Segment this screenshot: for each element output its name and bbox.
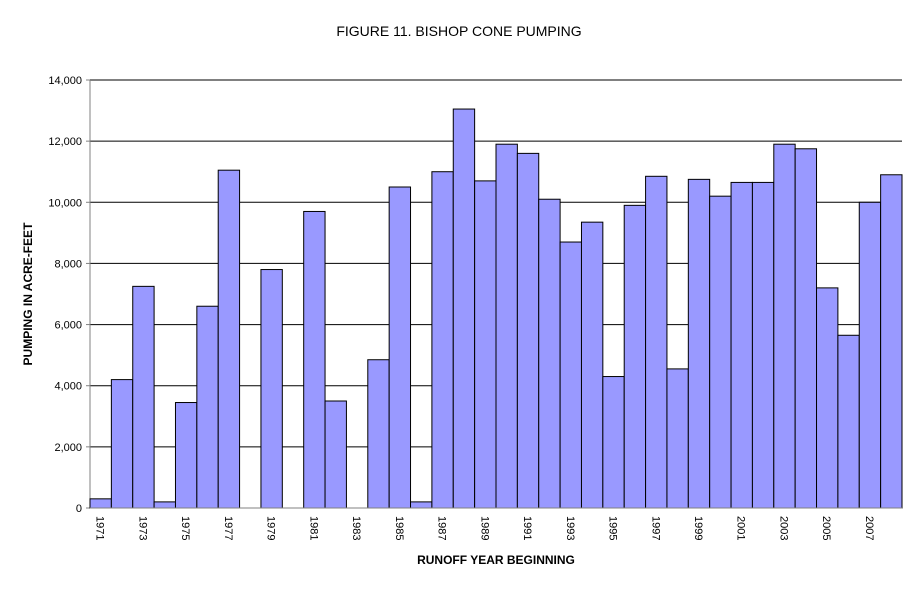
x-tick-label: 1997	[649, 516, 661, 540]
y-tick-label: 8,000	[54, 258, 82, 270]
y-tick-label: 4,000	[54, 381, 82, 393]
y-tick-label: 0	[76, 503, 82, 515]
bar	[132, 285, 155, 509]
x-tick-label: 1971	[94, 516, 106, 540]
bar	[324, 400, 347, 509]
bar	[474, 180, 497, 509]
y-tick-label: 12,000	[48, 136, 82, 148]
bar	[645, 175, 668, 509]
y-tick-label: 2,000	[54, 442, 82, 454]
bar	[153, 501, 176, 509]
bar	[410, 501, 433, 509]
bar	[858, 201, 882, 509]
bar	[367, 359, 390, 509]
x-tick-label: 1991	[521, 516, 533, 540]
x-tick-label: 1975	[179, 516, 191, 540]
bar	[431, 171, 454, 509]
x-tick-label: 1999	[692, 516, 704, 540]
x-tick-label: 1995	[607, 516, 619, 540]
bar	[666, 368, 689, 509]
bar	[602, 376, 625, 509]
bar	[751, 181, 775, 509]
bar	[196, 305, 219, 509]
y-axis-title: PUMPING IN ACRE-FEET	[21, 222, 35, 366]
x-tick-label: 2007	[863, 516, 875, 540]
x-tick-label: 1985	[393, 516, 405, 540]
y-tick-label: 6,000	[54, 320, 82, 332]
x-tick-label: 1977	[222, 516, 234, 540]
bar	[452, 108, 476, 509]
y-tick-label: 14,000	[48, 75, 82, 87]
bar	[260, 269, 283, 509]
x-tick-label: 1979	[265, 516, 277, 540]
x-tick-label: 2003	[777, 516, 789, 540]
x-tick-label: 1983	[350, 516, 362, 540]
bar	[495, 143, 518, 509]
bar	[623, 204, 647, 509]
bar	[538, 198, 561, 509]
y-tick-label: 10,000	[48, 197, 82, 209]
bar	[687, 178, 711, 509]
bar	[816, 287, 839, 509]
bar	[880, 174, 903, 509]
bar	[837, 334, 860, 509]
bar	[388, 186, 412, 509]
bar	[303, 210, 326, 509]
chart-title: FIGURE 11. BISHOP CONE PUMPING	[336, 23, 581, 39]
x-tick-label: 1981	[307, 516, 319, 540]
bar	[110, 379, 134, 509]
bar	[730, 181, 753, 509]
x-axis-title: RUNOFF YEAR BEGINNING	[417, 553, 575, 567]
x-tick-label: 1989	[478, 516, 490, 540]
x-tick-label: 1987	[436, 516, 448, 540]
x-tick-label: 1993	[564, 516, 576, 540]
bar	[174, 402, 198, 509]
bar	[773, 143, 796, 509]
bar	[217, 169, 241, 509]
bar	[516, 152, 540, 509]
x-tick-label: 2001	[735, 516, 747, 540]
bar	[89, 498, 112, 509]
bar	[794, 148, 818, 509]
bar	[709, 195, 732, 509]
x-tick-label: 1973	[136, 516, 148, 540]
bar	[580, 221, 604, 509]
x-tick-label: 2005	[820, 516, 832, 540]
bar	[559, 241, 582, 509]
